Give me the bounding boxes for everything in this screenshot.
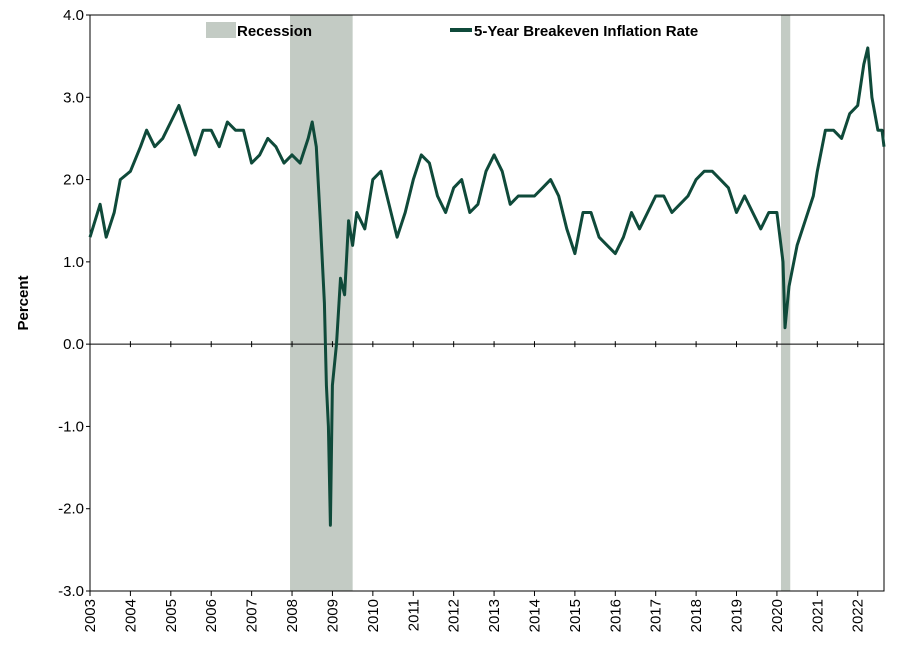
legend-swatch-recession xyxy=(206,22,236,38)
x-tick-label: 2010 xyxy=(365,599,382,632)
x-tick-label: 2017 xyxy=(648,599,665,632)
y-tick-label: -2.0 xyxy=(58,501,84,518)
x-tick-label: 2003 xyxy=(82,599,99,632)
x-tick-label: 2011 xyxy=(405,599,422,631)
y-axis-label: Percent xyxy=(15,275,32,330)
y-tick-label: 0.0 xyxy=(63,336,84,353)
plot-frame xyxy=(89,14,885,592)
x-tick-label: 2004 xyxy=(122,599,139,632)
x-tick-label: 2009 xyxy=(324,599,341,632)
series-line xyxy=(88,46,886,527)
x-tick-label: 2021 xyxy=(809,599,826,632)
legend-label: 5-Year Breakeven Inflation Rate xyxy=(474,23,698,40)
x-tick-label: 2018 xyxy=(688,599,705,632)
x-tick-label: 2008 xyxy=(284,599,301,632)
x-tick-label: 2005 xyxy=(163,599,180,632)
recession-band xyxy=(290,15,353,591)
y-tick-label: 3.0 xyxy=(63,89,84,106)
x-tick-label: 2015 xyxy=(567,599,584,632)
y-tick-label: -1.0 xyxy=(58,418,84,435)
x-tick-label: 2014 xyxy=(526,599,543,632)
x-tick-label: 2012 xyxy=(446,599,463,632)
x-tick-label: 2016 xyxy=(607,599,624,632)
x-tick-label: 2013 xyxy=(486,599,503,632)
x-tick-label: 2006 xyxy=(203,599,220,632)
x-tick-label: 2020 xyxy=(769,599,786,632)
y-tick-label: -3.0 xyxy=(58,583,84,600)
x-tick-label: 2022 xyxy=(850,599,867,632)
y-tick-label: 2.0 xyxy=(63,172,84,189)
x-tick-label: 2007 xyxy=(244,599,261,632)
legend-label-recession: Recession xyxy=(237,23,312,40)
y-tick-label: 4.0 xyxy=(63,7,84,24)
x-tick-label: 2019 xyxy=(729,599,746,632)
y-tick-label: 1.0 xyxy=(63,254,84,271)
